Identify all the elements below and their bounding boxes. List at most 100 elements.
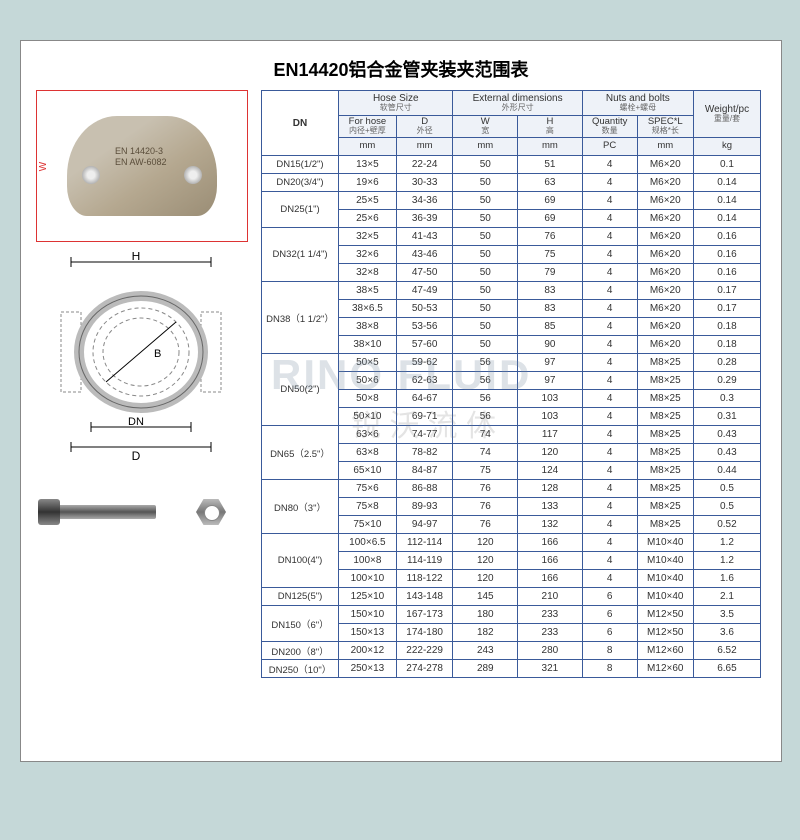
data-cell: 32×8: [339, 264, 397, 282]
data-cell: 62-63: [396, 372, 453, 390]
left-column: W EN 14420-3 EN AW-6082 H: [31, 90, 261, 678]
data-cell: 25×5: [339, 192, 397, 210]
data-cell: 0.14: [693, 174, 760, 192]
data-cell: 4: [582, 516, 637, 534]
data-cell: 118-122: [396, 570, 453, 588]
table-row: DN20(3/4")19×630-3350634M6×200.14: [262, 174, 761, 192]
data-cell: M10×40: [637, 570, 693, 588]
data-cell: 200×12: [339, 642, 397, 660]
data-cell: M6×20: [637, 210, 693, 228]
dn-cell: DN200（8"）: [262, 642, 339, 660]
data-cell: 4: [582, 354, 637, 372]
data-cell: M12×60: [637, 642, 693, 660]
data-cell: 4: [582, 282, 637, 300]
col-qty: Quantity数量: [582, 115, 637, 137]
data-cell: 100×10: [339, 570, 397, 588]
data-cell: M8×25: [637, 408, 693, 426]
data-cell: 120: [518, 444, 583, 462]
data-cell: 100×8: [339, 552, 397, 570]
data-cell: 0.28: [693, 354, 760, 372]
data-cell: M6×20: [637, 282, 693, 300]
unit-mm: mm: [518, 138, 583, 156]
data-cell: 78-82: [396, 444, 453, 462]
bolt-icon: [56, 505, 156, 519]
data-cell: 4: [582, 498, 637, 516]
data-cell: 0.5: [693, 498, 760, 516]
dimension-diagram: H B DN D: [36, 252, 246, 472]
data-cell: 89-93: [396, 498, 453, 516]
data-cell: 4: [582, 174, 637, 192]
width-dim-label: W: [38, 162, 49, 171]
data-cell: 150×10: [339, 606, 397, 624]
data-cell: 4: [582, 462, 637, 480]
unit-mm: mm: [396, 138, 453, 156]
data-cell: 19×6: [339, 174, 397, 192]
data-cell: 63×6: [339, 426, 397, 444]
data-cell: 0.17: [693, 282, 760, 300]
data-cell: 2.1: [693, 588, 760, 606]
data-cell: 0.29: [693, 372, 760, 390]
data-cell: 74-77: [396, 426, 453, 444]
data-cell: 74: [453, 426, 518, 444]
data-cell: 50: [453, 210, 518, 228]
dn-cell: DN20(3/4"): [262, 174, 339, 192]
data-cell: 4: [582, 318, 637, 336]
data-cell: 94-97: [396, 516, 453, 534]
col-weight: Weight/pc重量/套: [693, 91, 760, 138]
data-cell: M6×20: [637, 318, 693, 336]
data-cell: 50: [453, 192, 518, 210]
clamp-photo: EN 14420-3 EN AW-6082: [67, 116, 217, 216]
data-cell: M8×25: [637, 444, 693, 462]
data-cell: 4: [582, 372, 637, 390]
data-cell: 120: [453, 534, 518, 552]
spec-table: DN Hose Size软管尺寸 External dimensions外形尺寸…: [261, 90, 761, 678]
data-cell: 50×10: [339, 408, 397, 426]
data-cell: 125×10: [339, 588, 397, 606]
table-row: DN32(1 1/4")32×541-4350764M6×200.16: [262, 228, 761, 246]
data-cell: M6×20: [637, 300, 693, 318]
unit-mm: mm: [637, 138, 693, 156]
data-cell: 56: [453, 408, 518, 426]
table-row: DN25(1")25×534-3650694M6×200.14: [262, 192, 761, 210]
data-cell: 166: [518, 570, 583, 588]
data-cell: M8×25: [637, 498, 693, 516]
data-cell: 97: [518, 372, 583, 390]
col-group-hose: Hose Size软管尺寸: [339, 91, 453, 116]
data-cell: 43-46: [396, 246, 453, 264]
data-cell: 4: [582, 534, 637, 552]
data-cell: 69: [518, 210, 583, 228]
data-cell: M12×50: [637, 606, 693, 624]
data-cell: 50: [453, 174, 518, 192]
data-cell: M12×60: [637, 660, 693, 678]
data-cell: 250×13: [339, 660, 397, 678]
data-cell: 114-119: [396, 552, 453, 570]
dn-cell: DN50(2"): [262, 354, 339, 426]
dn-cell: DN15(1/2"): [262, 156, 339, 174]
data-cell: 143-148: [396, 588, 453, 606]
data-cell: 76: [518, 228, 583, 246]
data-cell: M6×20: [637, 264, 693, 282]
col-d: D外径: [396, 115, 453, 137]
data-cell: 0.18: [693, 318, 760, 336]
nut-icon: [196, 499, 226, 525]
table-row: DN200（8"）200×12222-2292432808M12×606.52: [262, 642, 761, 660]
data-cell: 274-278: [396, 660, 453, 678]
data-cell: 100×6.5: [339, 534, 397, 552]
data-cell: 38×8: [339, 318, 397, 336]
data-cell: 69-71: [396, 408, 453, 426]
col-group-nuts: Nuts and bolts螺栓+螺母: [582, 91, 693, 116]
table-row: DN125(5")125×10143-1481452106M10×402.1: [262, 588, 761, 606]
data-cell: M8×25: [637, 516, 693, 534]
data-cell: 4: [582, 264, 637, 282]
unit-pc: PC: [582, 138, 637, 156]
data-cell: 32×5: [339, 228, 397, 246]
svg-text:D: D: [132, 449, 141, 463]
table-row: DN150（6"）150×10167-1731802336M12×503.5: [262, 606, 761, 624]
data-cell: M10×40: [637, 588, 693, 606]
data-cell: 4: [582, 156, 637, 174]
data-cell: 166: [518, 552, 583, 570]
data-cell: 38×6.5: [339, 300, 397, 318]
bolt-nut-diagram: [36, 482, 246, 542]
data-cell: 4: [582, 210, 637, 228]
data-cell: 75×6: [339, 480, 397, 498]
